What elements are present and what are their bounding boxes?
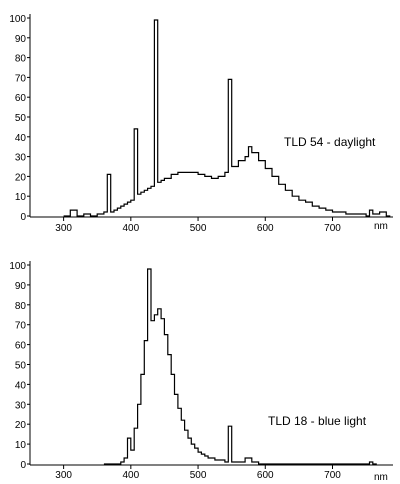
series-label-blue-light: TLD 18 - blue light xyxy=(268,414,367,428)
y-tick-label: 0 xyxy=(20,212,26,223)
y-tick-label: 70 xyxy=(15,321,27,332)
x-tick-label: 500 xyxy=(190,470,207,481)
x-tick-label: 300 xyxy=(55,470,72,481)
y-tick-label: 90 xyxy=(15,281,27,292)
x-tick-label: 500 xyxy=(190,223,207,234)
y-tick-label: 0 xyxy=(20,460,26,471)
y-tick-label: 20 xyxy=(15,172,27,183)
spectrum-series-line xyxy=(63,19,391,217)
x-tick-label: 400 xyxy=(122,223,139,234)
y-tick-label: 70 xyxy=(15,73,27,84)
chart-panel-daylight: TLD 54 - daylight nm 0 10 20 30 40 50 60 70 80 90… xyxy=(9,14,393,234)
x-tick-label: 300 xyxy=(55,223,72,234)
series-label-daylight: TLD 54 - daylight xyxy=(284,135,376,149)
y-tick-label: 30 xyxy=(15,153,27,164)
y-tick-label: 100 xyxy=(9,14,26,25)
y-tick-label: 10 xyxy=(15,192,27,203)
y-tick-label: 60 xyxy=(15,341,27,352)
x-tick-label: 700 xyxy=(324,470,341,481)
x-tick-label: 600 xyxy=(257,223,274,234)
y-tick-label: 40 xyxy=(15,133,27,144)
y-tick-label: 100 xyxy=(9,261,26,272)
y-tick-label: 60 xyxy=(15,93,27,104)
y-tick-label: 80 xyxy=(15,301,27,312)
x-unit-label: nm xyxy=(374,472,388,483)
y-tick-label: 30 xyxy=(15,400,27,411)
x-tick-label: 700 xyxy=(324,223,341,234)
y-tick-label: 20 xyxy=(15,420,27,431)
x-tick-label: 400 xyxy=(122,470,139,481)
y-tick-label: 40 xyxy=(15,380,27,391)
y-tick-label: 10 xyxy=(15,440,27,451)
spectrum-series-line xyxy=(103,268,377,465)
y-tick-label: 80 xyxy=(15,54,27,65)
x-tick-label: 600 xyxy=(257,470,274,481)
chart-panel-blue-light: TLD 18 - blue light nm 0 10 20 30 40 50 60 70 80… xyxy=(9,261,393,483)
y-tick-label: 90 xyxy=(15,34,27,45)
y-tick-label: 50 xyxy=(15,361,27,372)
y-tick-label: 50 xyxy=(15,113,27,124)
x-unit-label: nm xyxy=(374,221,388,232)
